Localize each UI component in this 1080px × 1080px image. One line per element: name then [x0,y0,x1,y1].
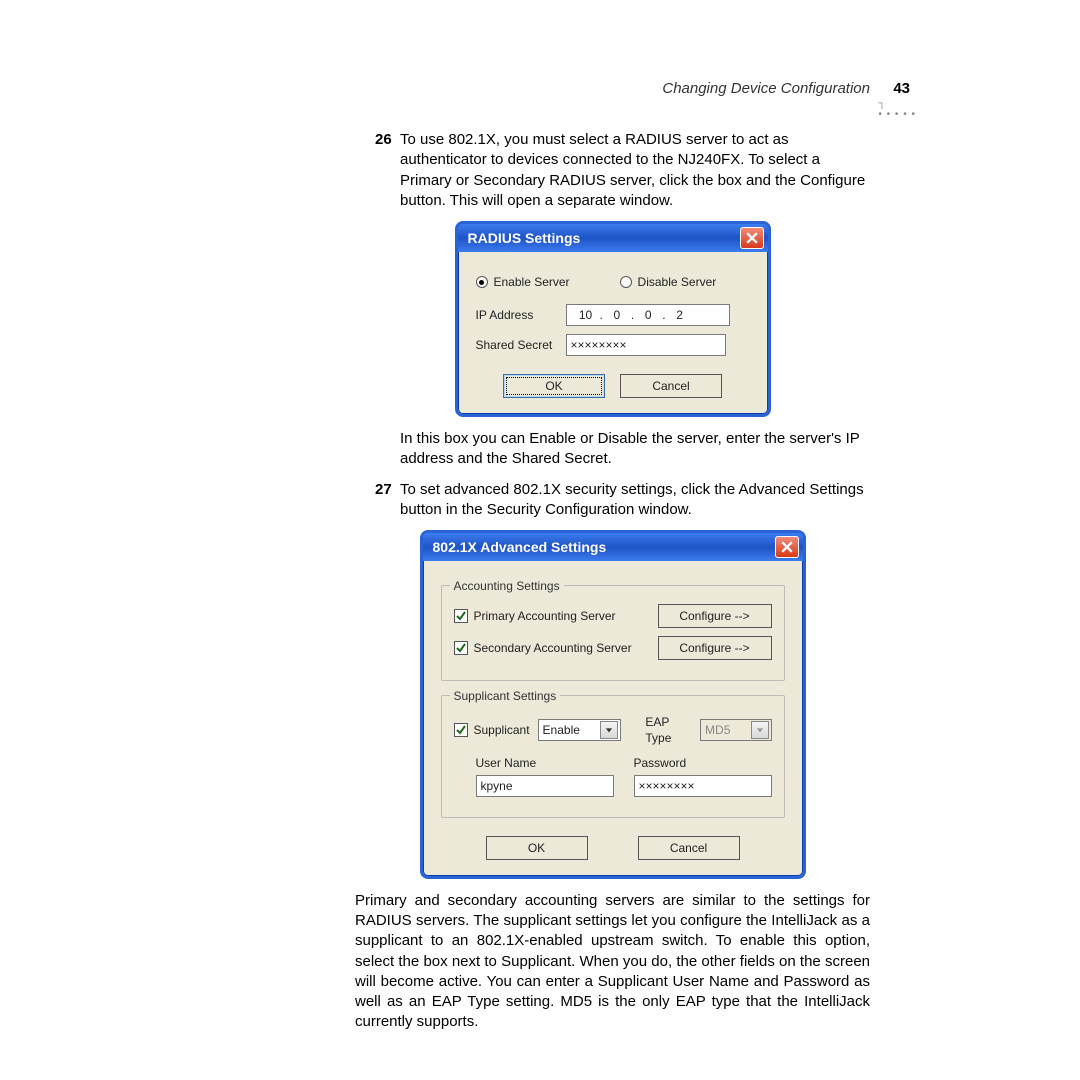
step-27-text: To set advanced 802.1X security settings… [400,481,864,518]
checkbox-icon [454,723,468,737]
mid-paragraph: In this box you can Enable or Disable th… [400,429,870,470]
advanced-title: 802.1X Advanced Settings [433,538,607,557]
eap-type-label: EAP Type [645,714,692,746]
disable-server-radio[interactable]: Disable Server [620,274,717,290]
advanced-titlebar[interactable]: 802.1X Advanced Settings [423,533,803,561]
supplicant-checkbox[interactable]: Supplicant [454,722,530,738]
radio-icon [620,276,632,288]
primary-accounting-checkbox[interactable]: Primary Accounting Server [454,608,616,624]
supplicant-mode-select[interactable]: Enable [538,719,622,741]
accounting-legend: Accounting Settings [450,578,564,594]
cancel-button[interactable]: Cancel [620,374,722,398]
eap-type-select: MD5 [700,719,771,741]
step-26-text: To use 802.1X, you must select a RADIUS … [400,131,865,209]
advanced-dialog: 802.1X Advanced Settings Accounting Sett… [420,530,806,879]
radius-dialog: RADIUS Settings Enable Server Disable Se… [455,221,771,417]
username-label: User Name [476,755,614,771]
configure-secondary-button[interactable]: Configure --> [658,636,772,660]
step-number-26: 26 [375,130,392,150]
chevron-down-icon [600,721,618,739]
footer-paragraph: Primary and secondary accounting servers… [355,891,870,1033]
supplicant-legend: Supplicant Settings [450,688,561,704]
radio-icon [476,276,488,288]
enable-server-radio[interactable]: Enable Server [476,274,570,290]
close-icon[interactable] [740,227,764,249]
password-input[interactable]: ×××××××× [634,775,772,797]
cancel-button[interactable]: Cancel [638,836,740,860]
step-26: 26 To use 802.1X, you must select a RADI… [400,130,870,211]
page-number: 43 [893,80,910,97]
accounting-groupbox: Accounting Settings Primary Accounting S… [441,585,785,681]
header-decoration: ┐• • • • • [878,98,916,120]
secondary-accounting-checkbox[interactable]: Secondary Accounting Server [454,640,632,656]
username-input[interactable]: kpyne [476,775,614,797]
shared-secret-input[interactable]: ×××××××× [566,334,726,356]
password-label: Password [634,755,772,771]
shared-secret-label: Shared Secret [476,337,566,353]
step-number-27: 27 [375,480,392,500]
ip-address-input[interactable]: 10. 0. 0. 2 [566,304,730,326]
close-icon[interactable] [775,536,799,558]
supplicant-groupbox: Supplicant Settings Supplicant Enable EA… [441,695,785,818]
ok-button[interactable]: OK [503,374,605,398]
radius-title: RADIUS Settings [468,229,581,248]
chevron-down-icon [751,721,769,739]
configure-primary-button[interactable]: Configure --> [658,604,772,628]
radius-titlebar[interactable]: RADIUS Settings [458,224,768,252]
step-27: 27 To set advanced 802.1X security setti… [400,480,870,521]
checkbox-icon [454,609,468,623]
ok-button[interactable]: OK [486,836,588,860]
ip-address-label: IP Address [476,307,566,323]
checkbox-icon [454,641,468,655]
header-section: Changing Device Configuration [662,80,870,97]
